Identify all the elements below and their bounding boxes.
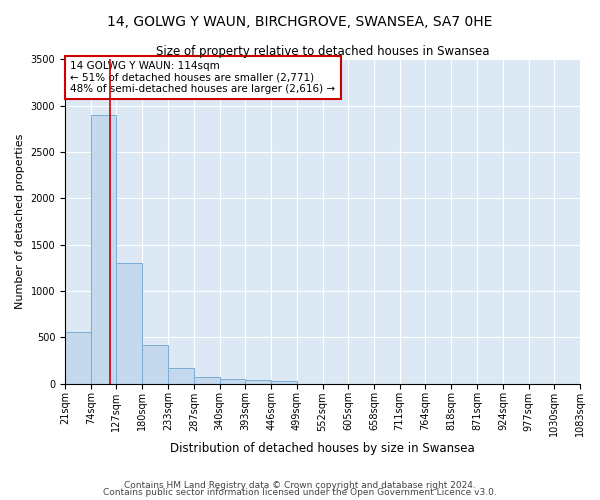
Text: Contains HM Land Registry data © Crown copyright and database right 2024.: Contains HM Land Registry data © Crown c…: [124, 480, 476, 490]
X-axis label: Distribution of detached houses by size in Swansea: Distribution of detached houses by size …: [170, 442, 475, 455]
Text: 14 GOLWG Y WAUN: 114sqm
← 51% of detached houses are smaller (2,771)
48% of semi: 14 GOLWG Y WAUN: 114sqm ← 51% of detache…: [70, 61, 335, 94]
Bar: [65, 332, 91, 384]
Text: Contains public sector information licensed under the Open Government Licence v3: Contains public sector information licen…: [103, 488, 497, 497]
Bar: [194, 376, 220, 384]
Bar: [116, 263, 142, 384]
Bar: [91, 115, 116, 384]
Bar: [220, 379, 245, 384]
Title: Size of property relative to detached houses in Swansea: Size of property relative to detached ho…: [156, 45, 489, 58]
Bar: [142, 344, 168, 384]
Bar: [168, 368, 194, 384]
Y-axis label: Number of detached properties: Number of detached properties: [15, 134, 25, 309]
Bar: [271, 381, 297, 384]
Bar: [245, 380, 271, 384]
Text: 14, GOLWG Y WAUN, BIRCHGROVE, SWANSEA, SA7 0HE: 14, GOLWG Y WAUN, BIRCHGROVE, SWANSEA, S…: [107, 15, 493, 29]
